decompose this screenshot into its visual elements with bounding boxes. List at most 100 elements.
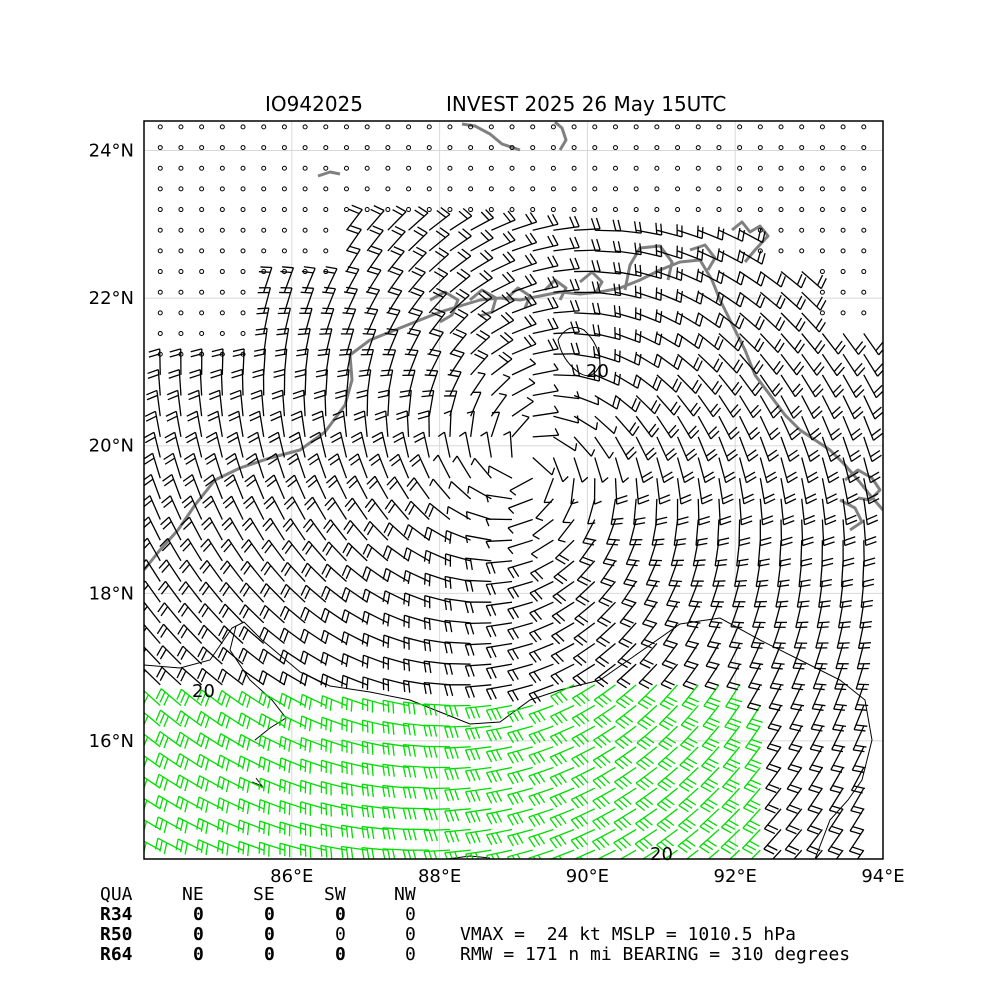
calm-marker xyxy=(819,289,825,295)
wind-barb xyxy=(593,704,616,728)
wind-barb xyxy=(160,516,182,541)
wind-barb xyxy=(591,828,616,851)
vmax-mslp-line: VMAX = 24 kt MSLP = 1010.5 hPa xyxy=(460,924,796,945)
wind-barb xyxy=(615,329,642,344)
wind-barb xyxy=(382,545,409,562)
calm-marker xyxy=(364,165,370,171)
wind-barb xyxy=(697,498,711,526)
wind-barb xyxy=(290,410,306,437)
wind-barb xyxy=(237,690,265,708)
wind-barb xyxy=(655,498,668,526)
wind-barb xyxy=(366,245,383,272)
calm-marker xyxy=(840,124,846,130)
wind-barb xyxy=(579,539,596,566)
wind-barb xyxy=(485,622,513,638)
wind-barb xyxy=(863,395,883,420)
wind-barb xyxy=(683,643,699,670)
wind-barb xyxy=(465,534,492,544)
calm-marker xyxy=(757,165,763,171)
wind-barb xyxy=(615,242,642,256)
wind-barb xyxy=(263,496,285,520)
calm-marker xyxy=(819,248,825,254)
wind-barb xyxy=(364,498,389,520)
wind-barb xyxy=(676,457,695,484)
wind-barb xyxy=(237,669,265,686)
calm-marker xyxy=(861,227,867,233)
wind-barb xyxy=(553,236,580,252)
wind-barb xyxy=(144,754,161,769)
wind-barb xyxy=(452,455,472,479)
wind-barb xyxy=(300,286,315,314)
wind-barb xyxy=(594,663,616,688)
wind-barb xyxy=(144,645,161,665)
wind-barb xyxy=(863,478,880,505)
wind-barb xyxy=(470,229,494,252)
coast-segment-5 xyxy=(469,288,498,318)
wind-barb xyxy=(402,369,416,396)
wind-barb xyxy=(444,553,471,567)
wind-barb xyxy=(528,808,554,827)
wind-barb xyxy=(299,628,327,645)
wind-barb xyxy=(532,234,559,252)
wind-barb xyxy=(610,498,624,526)
wind-barb xyxy=(144,473,161,500)
wind-barb xyxy=(745,705,763,732)
wind-barb xyxy=(168,368,182,396)
lat-tick-label: 18°N xyxy=(89,583,134,604)
wind-barb xyxy=(738,478,755,505)
wind-barb xyxy=(387,225,406,252)
wind-barb xyxy=(676,478,692,505)
wind-barb xyxy=(330,431,348,458)
calm-marker xyxy=(695,165,701,171)
wind-barb xyxy=(507,725,533,744)
calm-marker xyxy=(178,310,184,316)
wind-barb xyxy=(842,353,866,377)
wind-barb xyxy=(640,622,658,649)
wind-barb xyxy=(532,338,559,355)
wind-barb xyxy=(210,368,223,396)
wind-barb xyxy=(780,457,798,484)
wind-barb xyxy=(573,436,596,457)
calm-marker xyxy=(530,207,536,213)
chart-title: INVEST 2025 26 May 15UTC xyxy=(446,92,727,116)
wind-barb xyxy=(322,541,347,562)
wind-barb xyxy=(656,808,678,833)
wind-barb xyxy=(755,560,769,588)
calm-marker xyxy=(199,186,205,192)
wind-barb xyxy=(205,431,223,458)
wind-barb xyxy=(383,522,409,541)
calm-marker xyxy=(592,145,598,151)
calm-marker xyxy=(654,207,660,213)
wind-barb xyxy=(842,436,862,463)
wind-barb xyxy=(511,232,538,252)
wind-barb xyxy=(341,609,368,624)
wind-barb xyxy=(528,725,554,745)
calm-marker xyxy=(302,124,308,130)
calm-marker xyxy=(778,207,784,213)
contour-20-3 xyxy=(251,777,264,788)
wind-barb xyxy=(532,317,559,335)
wind-barb xyxy=(266,452,286,479)
calm-marker xyxy=(447,186,453,192)
wind-barb xyxy=(437,431,451,458)
wind-barb xyxy=(801,478,818,505)
wind-barb xyxy=(302,518,327,541)
calm-marker xyxy=(716,207,722,213)
wind-barb xyxy=(183,452,203,479)
wind-barb xyxy=(594,305,622,318)
wind-barb xyxy=(549,787,575,808)
calm-marker xyxy=(757,145,763,151)
calm-marker xyxy=(819,186,825,192)
wind-barb xyxy=(637,684,658,710)
wind-barb xyxy=(218,625,244,644)
wind-barb xyxy=(575,581,596,606)
calm-marker xyxy=(219,248,225,254)
wind-barb xyxy=(532,384,559,397)
wind-barb xyxy=(705,643,720,670)
wind-barb xyxy=(549,766,575,787)
wind-barb xyxy=(225,452,244,479)
calm-marker xyxy=(840,269,846,275)
calm-marker xyxy=(861,310,867,316)
wind-barb xyxy=(635,353,663,369)
wind-barb xyxy=(720,829,741,854)
